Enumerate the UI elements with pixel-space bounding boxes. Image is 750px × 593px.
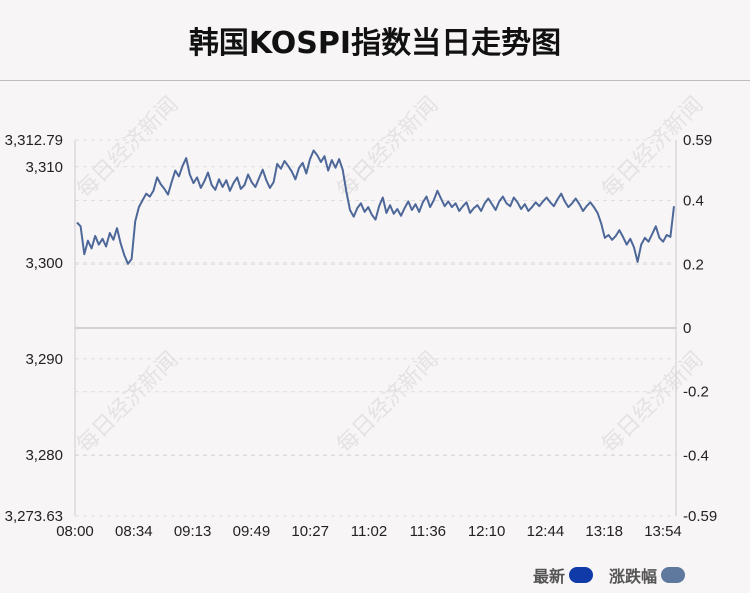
legend-label-latest: 最新 [533, 567, 566, 586]
x-tick-label: 10:27 [291, 523, 329, 540]
title-divider [0, 80, 750, 81]
x-tick-label: 08:34 [115, 523, 153, 540]
y-left-tick-label: 3,280 [25, 447, 63, 464]
y-right-tick-label: 0 [683, 320, 691, 337]
x-tick-label: 11:02 [351, 523, 387, 540]
y-right-tick-label: 0.2 [683, 256, 704, 273]
x-tick-label: 12:44 [527, 523, 565, 540]
y-left-tick-label: 3,300 [25, 255, 63, 272]
legend-swatch-latest [569, 567, 593, 583]
y-right-tick-label: 0.59 [683, 132, 712, 149]
x-tick-label: 09:13 [174, 523, 212, 540]
y-right-tick-label: -0.59 [683, 508, 717, 525]
legend-swatch-change [661, 567, 685, 583]
chart-title: 韩国KOSPI指数当日走势图 [188, 26, 562, 61]
y-left-tick-label: 3,310 [25, 159, 63, 176]
x-tick-label: 08:00 [56, 523, 94, 540]
y-left-tick-label: 3,290 [25, 351, 63, 368]
y-right-tick-label: 0.4 [683, 193, 704, 210]
x-tick-label: 13:18 [585, 523, 623, 540]
series-line-latest [76, 149, 675, 265]
y-left-tick-label: 3,312.79 [5, 132, 63, 149]
x-tick-label: 13:54 [644, 523, 682, 540]
y-right-tick-label: -0.4 [683, 447, 709, 464]
x-tick-label: 12:10 [468, 523, 506, 540]
y-right-tick-label: -0.2 [683, 384, 709, 401]
legend-label-change: 涨跌幅 [609, 567, 658, 586]
x-tick-label: 09:49 [233, 523, 271, 540]
y-left-tick-label: 3,273.63 [5, 508, 63, 525]
x-tick-label: 11:36 [410, 523, 446, 540]
